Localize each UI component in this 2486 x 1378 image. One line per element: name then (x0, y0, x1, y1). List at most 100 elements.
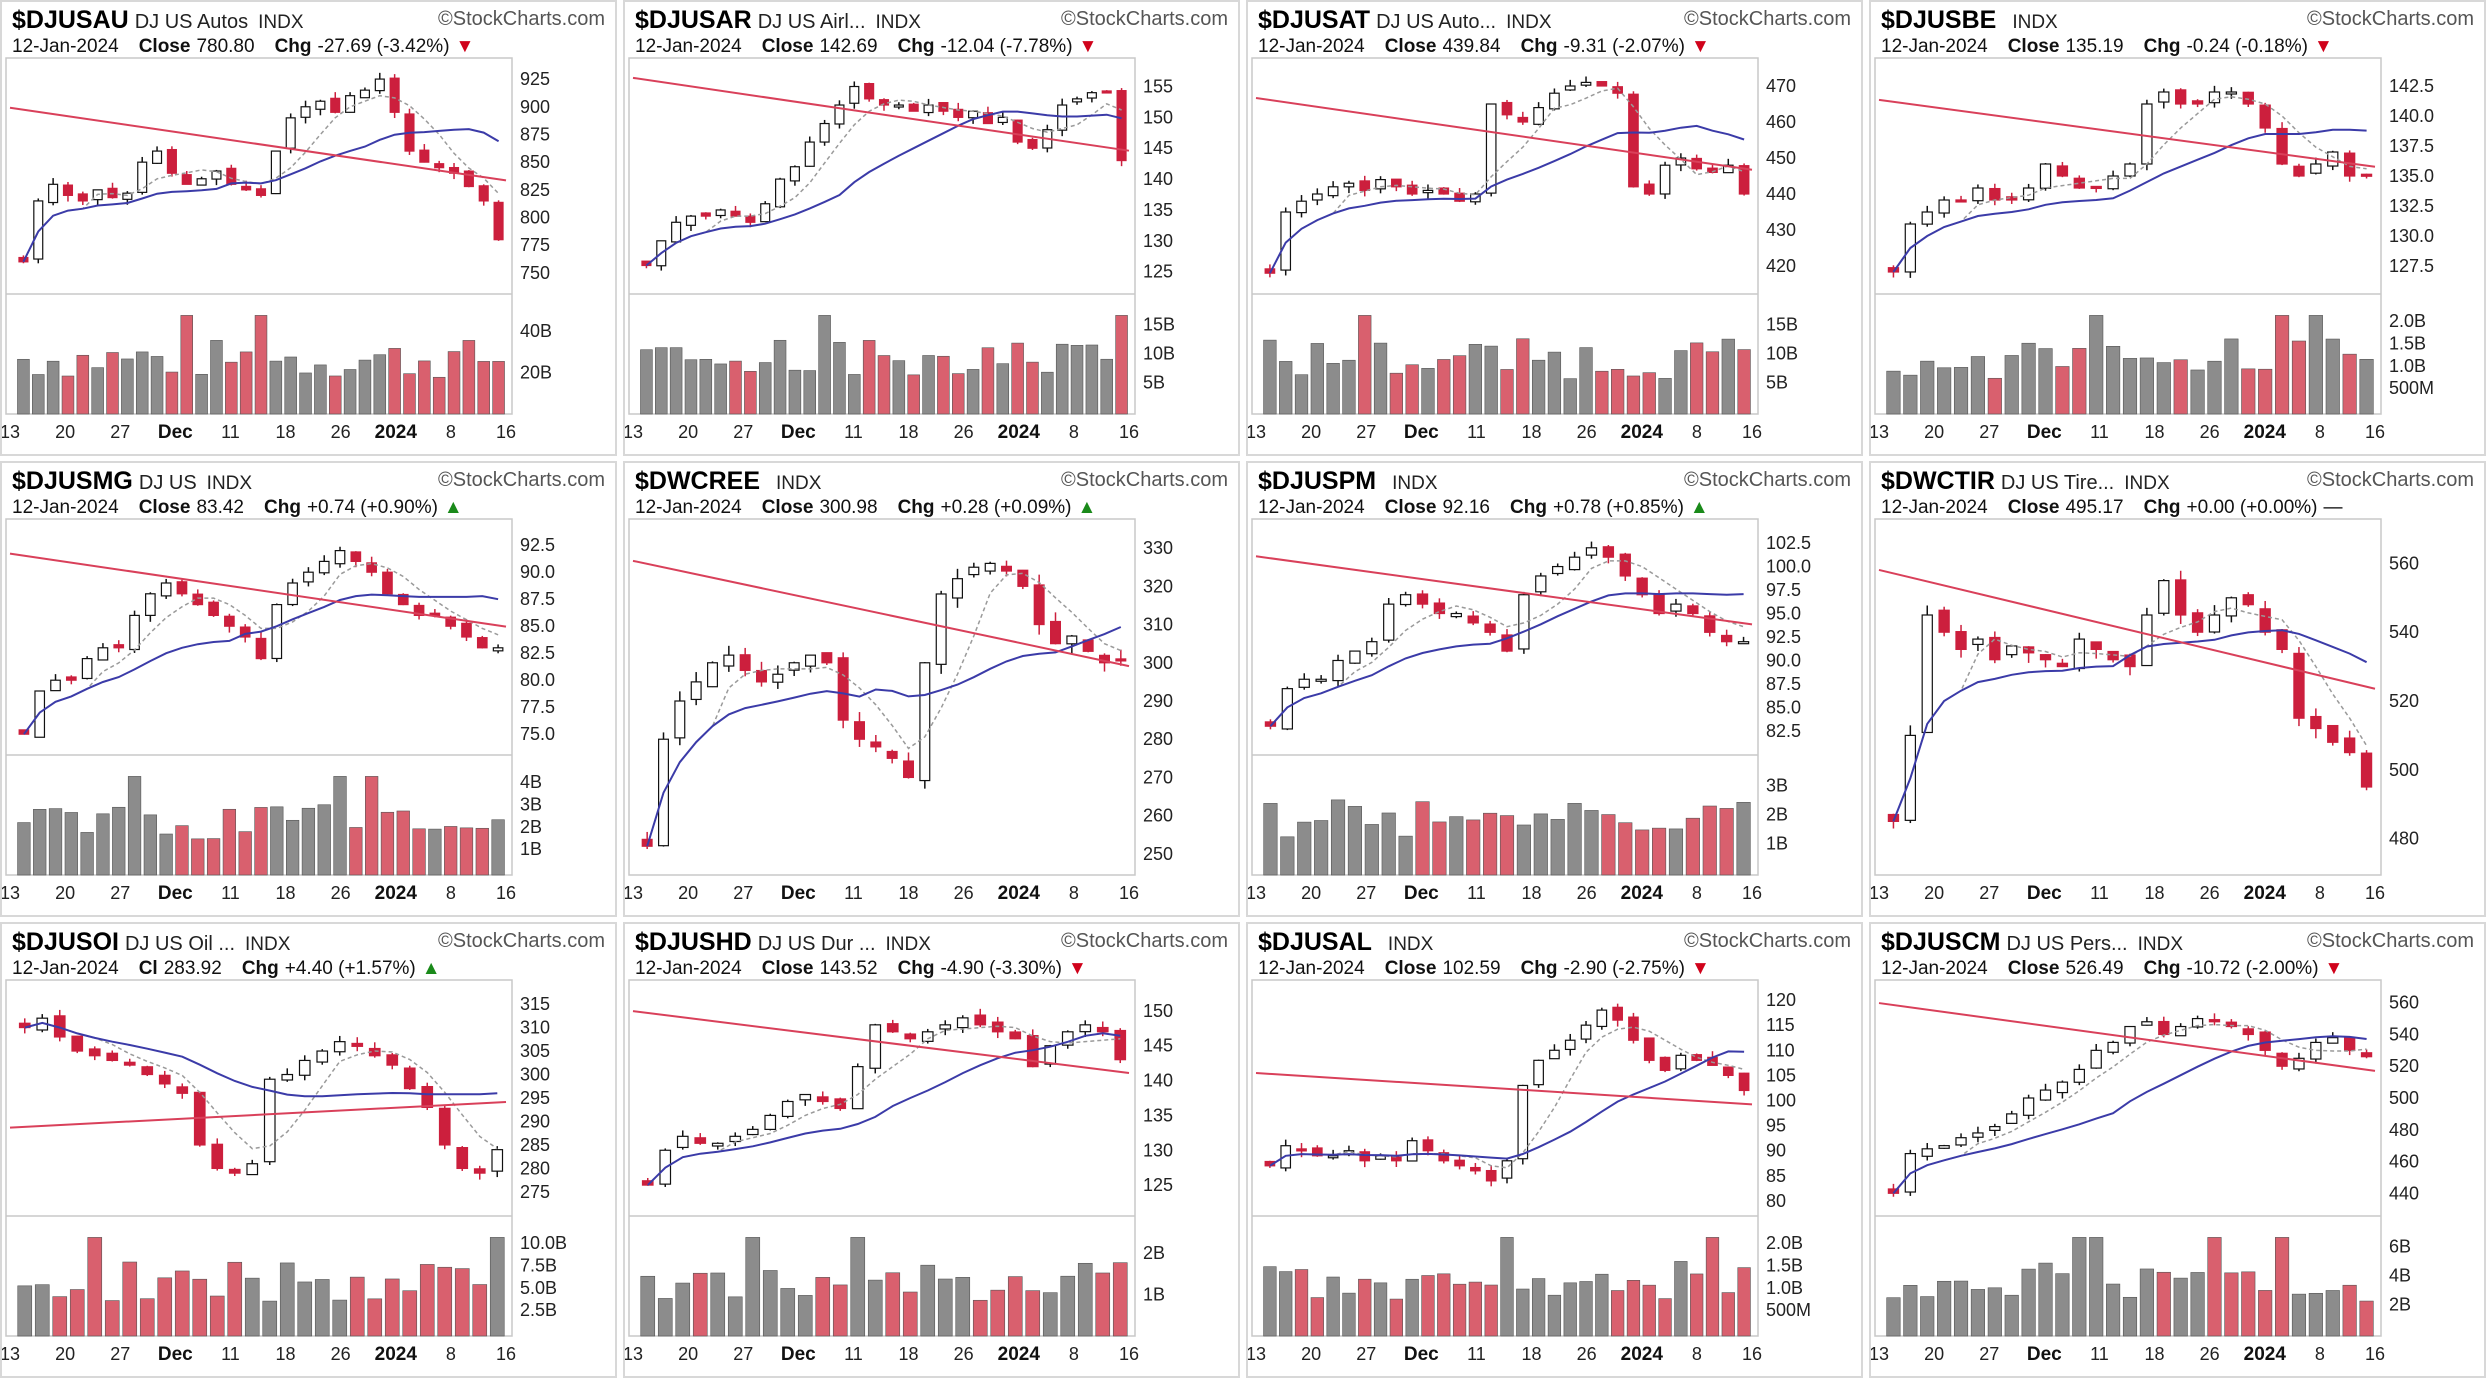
volume-bar (1736, 802, 1751, 876)
x-tick-label: 16 (1119, 883, 1139, 903)
candle (997, 112, 1008, 125)
volume-bar (2173, 1277, 2188, 1337)
chart-panel-djushd[interactable]: $DJUSHD DJ US Dur ... INDX ©StockCharts.com… (623, 922, 1240, 1378)
volume-bar (1280, 836, 1295, 876)
chart-panel-djusmg[interactable]: $DJUSMG DJ US INDX ©StockCharts.com 12-Jan-2… (0, 461, 617, 917)
quote-line: 12-Jan-2024 Close 495.17 Chg +0.00 (+0.00%) — (1881, 497, 2343, 519)
candle (671, 216, 682, 243)
x-tick-label: 20 (1924, 422, 1944, 442)
volume-bar (1499, 815, 1515, 876)
x-tick-label: 11 (221, 422, 240, 442)
x-tick-label: 11 (2090, 1344, 2109, 1364)
chart-panel-dwctir[interactable]: $DWCTIR DJ US Tire... INDX ©StockCharts.com… (1869, 461, 2486, 917)
volume-bar (192, 1278, 208, 1337)
volume-bar (1405, 364, 1419, 415)
candle (1315, 675, 1327, 684)
price-tick-label: 270 (1143, 767, 1173, 787)
chg-value: -2.90 (-2.75%) (1563, 958, 1685, 979)
close-value: 92.16 (1442, 497, 1490, 518)
volume-bar (1025, 1290, 1041, 1337)
symbol: $DWCREE (635, 467, 761, 495)
triangle-up-icon: ▲ (1077, 497, 1097, 518)
volume-bar (1920, 1296, 1935, 1337)
candle (723, 645, 735, 672)
volume-bar (459, 827, 474, 876)
chart-panel-djusau[interactable]: $DJUSAU DJ US Autos INDX ©StockCharts.com 12… (0, 0, 617, 456)
volume-bar (990, 1289, 1006, 1337)
volume-bar (2325, 338, 2340, 415)
price-tick-label: 460 (1766, 112, 1796, 132)
volume-bar (1668, 828, 1684, 876)
ma-long-line (9, 1101, 507, 1129)
x-tick-label: 20 (55, 883, 75, 903)
quote-line: 12-Jan-2024 Cl 283.92 Chg +4.40 (+1.57%) ▲ (12, 958, 441, 980)
candle (1659, 161, 1671, 199)
x-tick-label: 11 (221, 883, 240, 903)
x-tick-label: 11 (844, 883, 863, 903)
copyright-icon: © (437, 8, 453, 30)
candle (1643, 180, 1655, 196)
volume-bar (714, 363, 727, 415)
volume-bar (1737, 1267, 1751, 1337)
candle (1485, 1165, 1497, 1187)
volume-bar (314, 364, 327, 415)
description: DJ US Auto... (1376, 11, 1497, 33)
price-volume-chart: 142.5140.0137.5135.0132.5130.0127.52.0B1… (1871, 57, 2434, 443)
x-tick-label: 8 (446, 422, 456, 442)
x-tick-label: 27 (733, 422, 753, 442)
candle (1921, 1143, 1933, 1161)
candle (2208, 1013, 2221, 1026)
chart-panel-djusal[interactable]: $DJUSAL INDX ©StockCharts.com 12-Jan-2024 Cl… (1246, 922, 1863, 1378)
volume-bar (1705, 351, 1720, 415)
volume-bar (2038, 348, 2053, 415)
x-tick-label: 16 (1119, 1344, 1139, 1364)
price-tick-label: 82.5 (1766, 721, 1801, 741)
candle (1675, 1052, 1687, 1072)
chart-panel-djuspm[interactable]: $DJUSPM INDX ©StockCharts.com 12-Jan-2024 Cl… (1246, 461, 1863, 917)
price-tick-label: 100.0 (1766, 557, 1811, 577)
volume-bar (1468, 344, 1483, 415)
volume-tick-label: 2.0B (1766, 1233, 1803, 1253)
volume-bar (729, 360, 742, 415)
date: 12-Jan-2024 (1881, 36, 1988, 57)
exchange: INDX (206, 473, 253, 494)
volume-bar (2089, 1237, 2104, 1337)
chart-panel-djuscm[interactable]: $DJUSCM DJ US Pers... INDX ©StockCharts.com… (1869, 922, 2486, 1378)
volume-bar (1279, 1271, 1293, 1337)
price-tick-label: 280 (1143, 729, 1173, 749)
x-tick-label: Dec (158, 1344, 193, 1365)
close-value: 300.98 (819, 497, 878, 518)
chart-panel-djusat[interactable]: $DJUSAT DJ US Auto... INDX ©StockCharts.com… (1246, 0, 1863, 456)
price-tick-label: 145 (1143, 1036, 1173, 1056)
volume-bar (121, 358, 134, 415)
candle (1033, 574, 1045, 635)
chart-panel-djusbe[interactable]: $DJUSBE INDX ©StockCharts.com 12-Jan-2024 Cl… (1869, 0, 2486, 456)
chart-panel-djusar[interactable]: $DJUSAR DJ US Airl... INDX ©StockCharts.com… (623, 0, 1240, 456)
volume-bar (1516, 338, 1530, 415)
close-label: Close (138, 36, 191, 57)
x-tick-label: 20 (55, 1344, 75, 1364)
chart-panel-dwcree[interactable]: $DWCREE INDX ©StockCharts.com 12-Jan-2024 Cl… (623, 461, 1240, 917)
volume-bar (892, 360, 906, 415)
title-line: $DJUSAU DJ US Autos INDX (12, 6, 304, 35)
candle (374, 72, 385, 94)
volume-bar (1314, 820, 1329, 876)
volume-bar (922, 355, 935, 415)
chart-header: $DJUSHD DJ US Dur ... INDX ©StockCharts.com… (635, 928, 1228, 980)
price-tick-label: 290 (1143, 691, 1173, 711)
volume-bar (1095, 1272, 1111, 1337)
chart-panel-djusoi[interactable]: $DJUSOI DJ US Oil ... INDX ©StockCharts.com… (0, 922, 617, 1378)
volume-bar (1690, 1273, 1704, 1337)
candle (351, 1037, 364, 1052)
x-tick-label: 18 (2145, 422, 2165, 442)
volume-bar (96, 813, 110, 876)
volume-bar (2275, 315, 2290, 415)
x-tick-label: 11 (844, 1344, 863, 1364)
candle (1612, 1003, 1623, 1027)
ma-short-line (1269, 1026, 1745, 1169)
volume-bar (34, 1284, 50, 1337)
x-tick-label: 20 (1301, 422, 1321, 442)
candle (968, 562, 980, 578)
volume-bar (762, 1270, 778, 1337)
volume-bar (180, 315, 193, 415)
